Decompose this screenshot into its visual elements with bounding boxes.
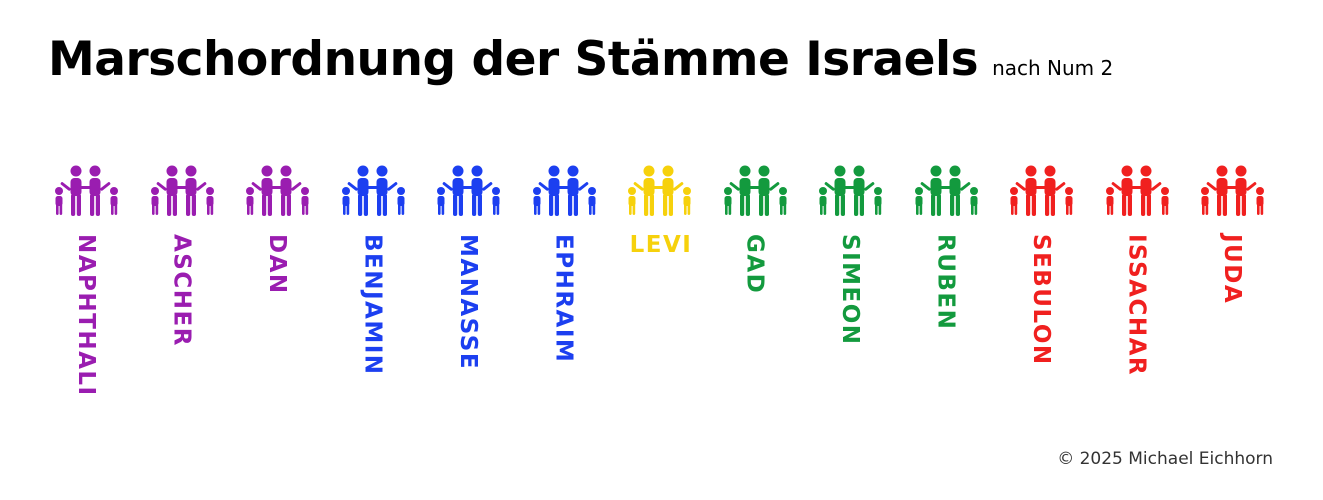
tribe-manasse: MANASSE <box>430 164 510 434</box>
family-icon <box>721 164 793 218</box>
tribe-ephraim: EPHRAIM <box>526 164 606 434</box>
tribe-label: JUDA <box>1219 234 1245 305</box>
title-row: Marschordnung der Stämme Israels nach Nu… <box>48 32 1113 87</box>
family-icon <box>912 164 984 218</box>
family-icon <box>1103 164 1175 218</box>
family-icon <box>52 164 124 218</box>
tribe-label: RUBEN <box>932 234 959 331</box>
tribe-label: DAN <box>264 234 290 295</box>
tribe-label: SIMEON <box>837 234 863 346</box>
family-icon <box>1198 164 1270 218</box>
family-icon <box>1007 164 1079 218</box>
tribe-benjamin: BENJAMIN <box>335 164 415 434</box>
tribe-levi: LEVI <box>621 164 701 434</box>
tribe-label: NAPHTHALI <box>73 234 99 397</box>
tribe-issachar: ISSACHAR <box>1099 164 1179 434</box>
tribe-sebulon: SEBULON <box>1003 164 1083 434</box>
family-icon <box>816 164 888 218</box>
tribe-dan: DAN <box>239 164 319 434</box>
tribe-label: BENJAMIN <box>359 234 386 376</box>
tribe-label: ASCHER <box>168 234 195 347</box>
family-icon <box>434 164 506 218</box>
tribe-label: EPHRAIM <box>550 234 577 364</box>
copyright-notice: © 2025 Michael Eichhorn <box>1057 449 1273 469</box>
tribe-gad: GAD <box>717 164 797 434</box>
tribe-ascher: ASCHER <box>144 164 224 434</box>
family-icon <box>530 164 602 218</box>
family-icon <box>339 164 411 218</box>
tribe-label: LEVI <box>629 232 693 258</box>
tribe-label: ISSACHAR <box>1123 234 1150 377</box>
tribe-ruben: RUBEN <box>908 164 988 434</box>
tribe-juda: JUDA <box>1194 164 1274 434</box>
tribe-label: SEBULON <box>1028 234 1054 366</box>
family-icon <box>148 164 220 218</box>
family-icon <box>625 164 697 218</box>
tribe-label: GAD <box>741 234 768 295</box>
family-icon <box>243 164 315 218</box>
page-subtitle: nach Num 2 <box>992 56 1114 80</box>
tribe-simeon: SIMEON <box>812 164 892 434</box>
page-title: Marschordnung der Stämme Israels <box>48 32 979 87</box>
tribe-list: NAPHTHALI ASCHER <box>48 164 1274 434</box>
tribe-label: MANASSE <box>455 234 481 371</box>
tribe-naphthali: NAPHTHALI <box>48 164 128 434</box>
